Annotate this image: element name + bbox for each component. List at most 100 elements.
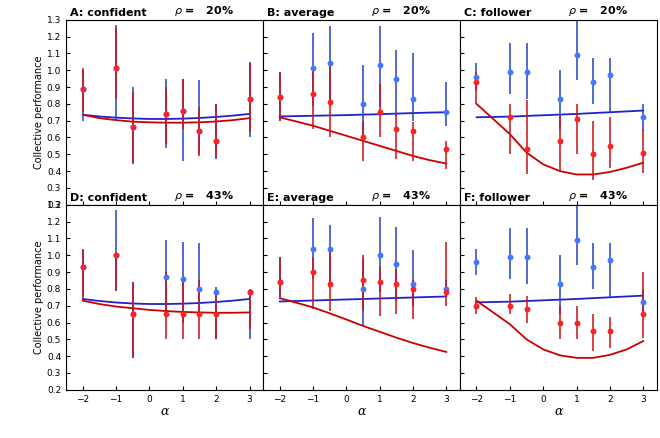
Point — [77, 85, 88, 92]
Text: D: confident: D: confident — [70, 193, 147, 203]
Point — [505, 254, 515, 261]
Point — [441, 286, 451, 293]
X-axis label: α: α — [357, 405, 366, 418]
Text: $\rho$ =   43%: $\rho$ = 43% — [568, 189, 628, 203]
Point — [572, 237, 582, 244]
Point — [324, 280, 335, 287]
Point — [471, 74, 482, 81]
Point — [308, 90, 318, 97]
Point — [605, 328, 615, 335]
Y-axis label: Collective performance: Collective performance — [34, 240, 44, 354]
Point — [471, 78, 482, 85]
Point — [408, 95, 418, 102]
Point — [244, 289, 255, 296]
Point — [308, 268, 318, 276]
Point — [161, 274, 172, 281]
Point — [638, 114, 649, 121]
Point — [244, 289, 255, 296]
Point — [324, 245, 335, 252]
Point — [324, 60, 335, 67]
Point — [178, 107, 188, 114]
Point — [521, 68, 532, 75]
Point — [358, 277, 368, 284]
Point — [441, 289, 451, 296]
X-axis label: α: α — [554, 405, 562, 418]
Point — [308, 65, 318, 72]
Point — [374, 109, 385, 116]
Point — [211, 311, 222, 318]
Point — [471, 258, 482, 265]
Point — [111, 65, 121, 72]
Point — [605, 72, 615, 79]
Point — [194, 311, 205, 318]
Point — [127, 311, 138, 318]
Point — [161, 110, 172, 117]
Point — [275, 94, 285, 101]
Text: A: confident: A: confident — [70, 8, 147, 18]
Point — [408, 280, 418, 287]
Point — [572, 52, 582, 59]
Point — [441, 109, 451, 116]
Point — [572, 116, 582, 123]
Point — [211, 138, 222, 145]
X-axis label: α: α — [160, 405, 169, 418]
Point — [505, 302, 515, 309]
Point — [441, 146, 451, 153]
Point — [588, 78, 599, 85]
Point — [374, 62, 385, 69]
Point — [77, 264, 88, 271]
Point — [358, 100, 368, 107]
Point — [408, 127, 418, 134]
Point — [275, 94, 285, 101]
Point — [244, 95, 255, 102]
Text: $\rho$ =   43%: $\rho$ = 43% — [174, 189, 234, 203]
Point — [391, 260, 402, 267]
Point — [358, 134, 368, 141]
Point — [111, 252, 121, 259]
Text: F: follower: F: follower — [464, 193, 530, 203]
Point — [178, 311, 188, 318]
Point — [324, 99, 335, 106]
Point — [521, 254, 532, 261]
Text: $\rho$ =   20%: $\rho$ = 20% — [174, 4, 234, 18]
Point — [391, 126, 402, 133]
Point — [275, 279, 285, 286]
Text: $\rho$ =   20%: $\rho$ = 20% — [371, 4, 431, 18]
Point — [111, 65, 121, 72]
Point — [554, 138, 565, 145]
Point — [194, 286, 205, 293]
Point — [505, 114, 515, 121]
Point — [554, 280, 565, 287]
Point — [638, 149, 649, 156]
Point — [408, 286, 418, 293]
Point — [374, 279, 385, 286]
Point — [521, 146, 532, 153]
Point — [127, 311, 138, 318]
Point — [391, 280, 402, 287]
Point — [391, 75, 402, 82]
Point — [638, 311, 649, 318]
Point — [275, 279, 285, 286]
Point — [161, 311, 172, 318]
Point — [127, 124, 138, 131]
Point — [194, 127, 205, 134]
Point — [374, 252, 385, 259]
Point — [605, 257, 615, 264]
Point — [161, 110, 172, 117]
Point — [178, 107, 188, 114]
Point — [572, 319, 582, 326]
Point — [505, 68, 515, 75]
Text: C: follower: C: follower — [464, 8, 531, 18]
Text: $\rho$ =   43%: $\rho$ = 43% — [371, 189, 431, 203]
Point — [211, 138, 222, 145]
Point — [358, 286, 368, 293]
Point — [244, 95, 255, 102]
Text: B: average: B: average — [267, 8, 334, 18]
Point — [77, 85, 88, 92]
Text: E: average: E: average — [267, 193, 333, 203]
Point — [588, 151, 599, 158]
Point — [588, 264, 599, 271]
Point — [638, 299, 649, 306]
Point — [471, 302, 482, 309]
Text: $\rho$ =   20%: $\rho$ = 20% — [568, 4, 628, 18]
